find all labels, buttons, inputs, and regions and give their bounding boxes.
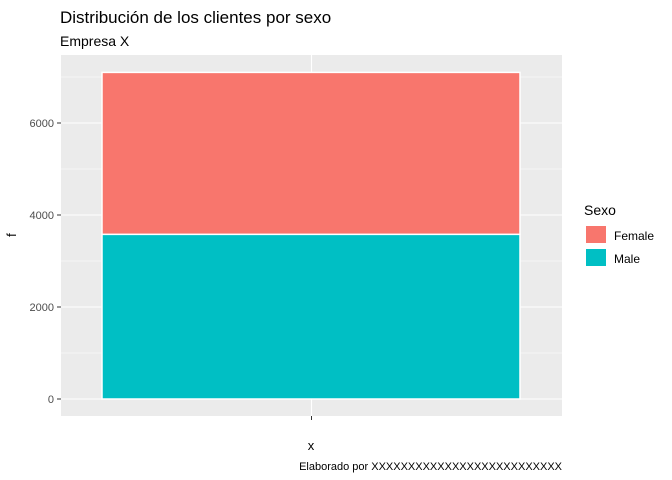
y-tick-label: 2000	[30, 302, 54, 314]
legend-key-male	[586, 249, 606, 266]
y-tick-label: 0	[48, 394, 54, 406]
bars	[101, 71, 521, 400]
legend-title: Sexo	[584, 202, 616, 218]
y-tick-label: 4000	[30, 210, 54, 222]
chart-title: Distribución de los clientes por sexo	[60, 8, 331, 27]
x-axis-title: x	[308, 438, 315, 453]
chart-caption: Elaborado por XXXXXXXXXXXXXXXXXXXXXXXXXX	[299, 461, 563, 473]
y-axis-title: f	[4, 233, 19, 237]
bar-female	[101, 71, 521, 236]
legend-label-female: Female	[614, 229, 654, 243]
legend-label-male: Male	[614, 252, 640, 266]
y-tick-label: 6000	[30, 118, 54, 130]
bar-male	[101, 233, 521, 400]
legend: Sexo Female Male	[584, 202, 654, 266]
chart-subtitle: Empresa X	[60, 33, 130, 49]
y-axis: 0 2000 4000 6000	[30, 118, 61, 406]
legend-key-female	[586, 226, 606, 243]
